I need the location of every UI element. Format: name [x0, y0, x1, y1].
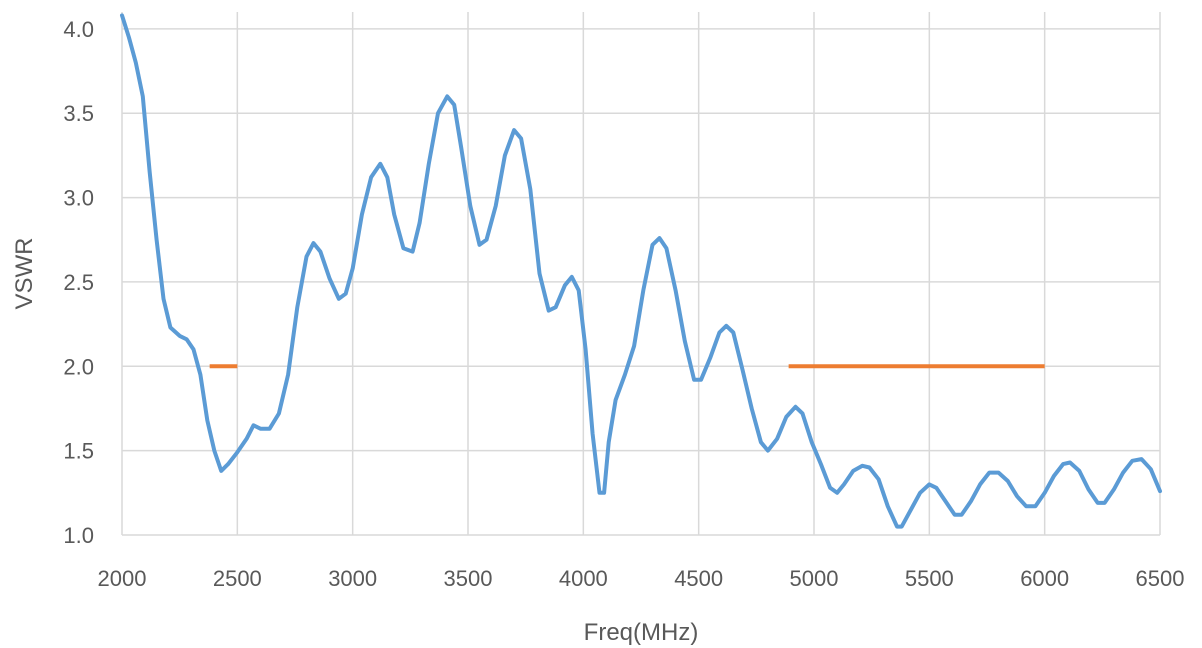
y-tick-label: 1.0 — [63, 523, 94, 548]
y-tick-label: 3.5 — [63, 101, 94, 126]
grid-lines — [121, 12, 1161, 536]
y-tick-label: 3.0 — [63, 186, 94, 211]
y-tick-label: 2.5 — [63, 270, 94, 295]
vswr-line — [120, 13, 1162, 529]
x-tick-label: 5500 — [905, 566, 954, 591]
y-tick-label: 1.5 — [63, 439, 94, 464]
x-tick-label: 3500 — [444, 566, 493, 591]
series-layer — [120, 13, 1162, 529]
x-tick-label: 4500 — [674, 566, 723, 591]
x-tick-label: 2500 — [213, 566, 262, 591]
x-tick-label: 6000 — [1020, 566, 1069, 591]
x-tick-labels: 2000 2500 3000 3500 4000 4500 5000 5500 6000 6500 — [98, 566, 1185, 591]
y-tick-labels: 1.0 1.5 2.0 2.5 3.0 3.5 4.0 — [63, 17, 94, 548]
y-axis-title: VSWR — [11, 238, 38, 310]
y-tick-label: 2.0 — [63, 354, 94, 379]
x-tick-label: 6500 — [1136, 566, 1185, 591]
x-axis-title: Freq(MHz) — [584, 619, 699, 646]
x-tick-label: 3000 — [328, 566, 377, 591]
x-tick-label: 5000 — [790, 566, 839, 591]
x-tick-label: 2000 — [98, 566, 147, 591]
x-tick-label: 4000 — [559, 566, 608, 591]
y-tick-label: 4.0 — [63, 17, 94, 42]
